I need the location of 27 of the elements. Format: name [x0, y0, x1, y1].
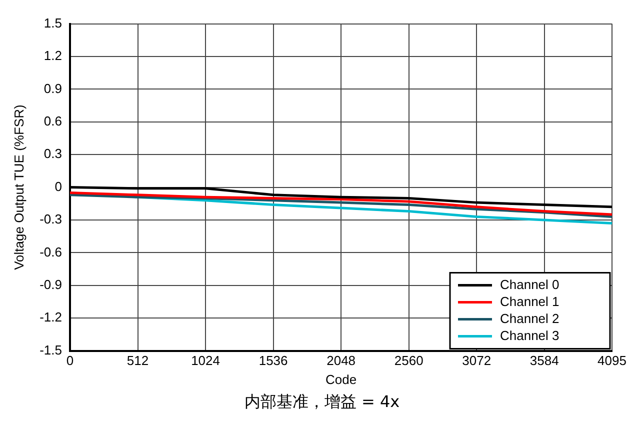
legend-label: Channel 1	[500, 294, 560, 309]
y-tick-label: -0.6	[40, 244, 62, 260]
y-axis-title: Voltage Output TUE (%FSR)	[11, 104, 26, 270]
y-tick-label: 0.9	[44, 80, 62, 96]
x-tick-label: 2560	[394, 353, 424, 368]
y-tick-label: 0.6	[44, 113, 62, 128]
x-tick-label: 3072	[462, 353, 492, 368]
legend-label: Channel 2	[500, 310, 560, 326]
y-tick-label: -0.9	[40, 276, 62, 292]
legend-label: Channel 0	[500, 276, 560, 292]
y-tick-label: 0.3	[44, 146, 62, 162]
x-tick-label: 2048	[326, 353, 356, 368]
y-tick-label: 0	[54, 178, 62, 194]
y-tick-label: -1.5	[40, 342, 62, 358]
y-tick-label: 1.5	[44, 15, 62, 30]
x-axis-title: Code	[325, 372, 357, 387]
legend-label: Channel 3	[500, 328, 560, 343]
y-tick-label: 1.2	[44, 48, 62, 64]
y-tick-label: -1.2	[40, 310, 62, 325]
text: 内部基准，增益 = 4x	[243, 392, 401, 413]
x-tick-label: 1536	[258, 353, 288, 368]
x-tick-label: 1024	[191, 353, 220, 368]
x-tick-label: 512	[126, 353, 149, 368]
x-tick-label: 0	[66, 353, 74, 368]
y-tick-label: -0.3	[40, 212, 62, 227]
x-tick-label: 3584	[530, 353, 559, 368]
x-tick-label: 4095	[598, 353, 626, 368]
